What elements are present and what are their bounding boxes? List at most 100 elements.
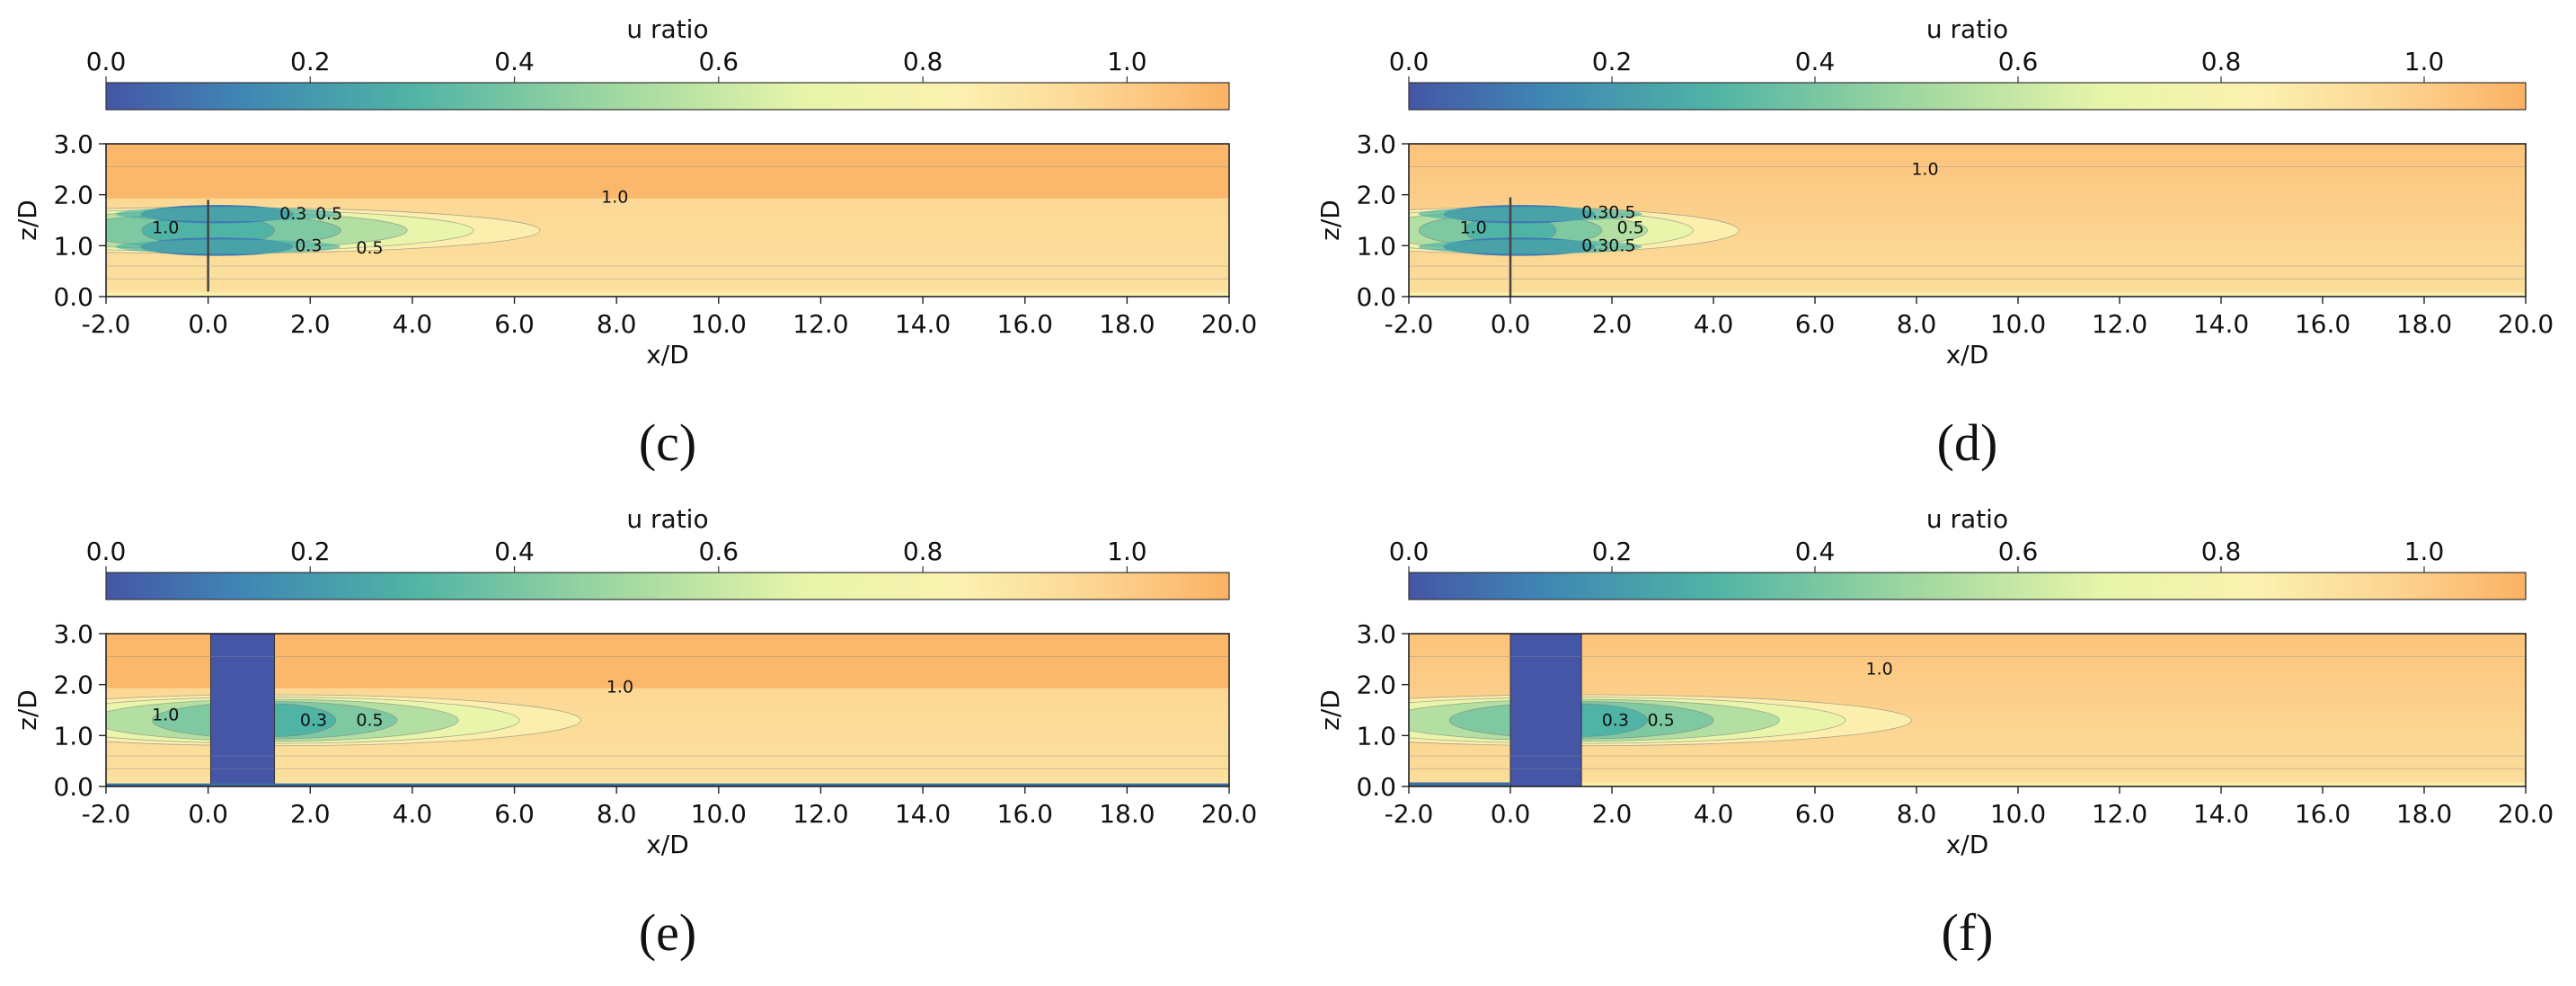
field-band [1409, 719, 2526, 724]
x-tick-label: 0.0 [1491, 309, 1531, 339]
contour-label: 1.0 [1866, 660, 1893, 680]
plot-frame [1408, 143, 2527, 298]
field-band [106, 706, 1229, 711]
colorbar [1408, 82, 2527, 111]
field-band [1409, 225, 2526, 230]
field-band [1409, 270, 2526, 275]
x-tick-label: -2.0 [82, 309, 131, 339]
field-band [1409, 148, 2526, 154]
x-tick-label: 6.0 [494, 799, 535, 829]
x-tick-label: 20.0 [1201, 309, 1257, 339]
x-tick-label: 18.0 [1099, 799, 1155, 829]
colorbar-tick-label: 0.8 [903, 47, 943, 76]
wake-shear [115, 239, 341, 254]
field-band [1409, 261, 2526, 266]
field-band [1409, 706, 2526, 711]
field-band [106, 737, 1229, 742]
contour-label: 1.0 [601, 188, 628, 208]
x-tick-label: 20.0 [1201, 799, 1257, 829]
contour-label: 0.3 [1602, 710, 1629, 730]
field-band [106, 692, 1229, 697]
field-band [106, 764, 1229, 769]
contour-label: 1.0 [1460, 218, 1487, 238]
contour-label: 0.5 [1617, 218, 1644, 238]
field-band [106, 710, 1229, 715]
field-band [106, 157, 1229, 163]
colorbar-tick-label: 1.0 [2404, 537, 2445, 566]
field-band [1409, 647, 2526, 653]
field-band [106, 171, 1229, 176]
panel-c: u ratio 0.0 0.2 0.4 0.6 0.8 1.0 1.0 1.0 0.3 0.5 0.3… [13, 14, 1257, 472]
field-band [106, 180, 1229, 185]
field-band [106, 229, 1229, 235]
field-band [1409, 724, 2526, 729]
field-band [1409, 157, 2526, 163]
x-tick-label: 6.0 [1795, 309, 1836, 339]
field-band [1409, 153, 2526, 158]
field-band [1409, 773, 2526, 778]
block-obstacle [209, 634, 276, 786]
colorbar-tick-label: 0.4 [1795, 537, 1836, 566]
field-band [106, 751, 1229, 756]
x-tick-label: 16.0 [2295, 799, 2350, 829]
panel-e: u ratio 0.0 0.2 0.4 0.6 0.8 1.0 1.0 1.0 0.3 0.5 -2.… [13, 504, 1257, 962]
x-tick-label: 0.0 [1491, 799, 1531, 829]
y-tick-label: 3.0 [53, 129, 93, 159]
contour-label: 0.5 [356, 710, 383, 730]
x-tick-label: 4.0 [1694, 309, 1734, 339]
y-tick-label: 3.0 [1356, 619, 1396, 649]
velocity-field [106, 634, 1229, 786]
y-tick-label: 3.0 [1356, 129, 1396, 159]
field-band [1409, 652, 2526, 657]
colorbar-tick-label: 1.0 [2404, 47, 2445, 76]
plot-frame [105, 633, 1230, 787]
field-band [1409, 742, 2526, 747]
y-tick-label: 1.0 [53, 721, 93, 751]
colorbar-tick-label: 0.4 [1795, 47, 1836, 76]
field-band [1409, 238, 2526, 244]
field-band [1409, 751, 2526, 756]
field-band [1409, 184, 2526, 190]
contour-label: 1.0 [606, 678, 633, 697]
y-tick-label: 0.0 [1356, 282, 1396, 312]
field-band [1409, 279, 2526, 284]
colorbar-tick-label: 0.2 [290, 47, 331, 76]
x-tick-label: 0.0 [188, 309, 228, 339]
colorbar-tick-label: 0.8 [2201, 47, 2242, 76]
colorbar-tick-label: 0.8 [2201, 537, 2242, 566]
field-band [1409, 180, 2526, 185]
field-band [1409, 746, 2526, 751]
field-band [106, 225, 1229, 230]
colorbar-tick-label: 0.6 [699, 47, 739, 76]
y-axis-label: z/D [13, 200, 42, 241]
contour-label: 0.5 [315, 204, 342, 224]
field-band [106, 238, 1229, 244]
field-band [106, 759, 1229, 765]
field-band [1409, 220, 2526, 226]
panel-caption: (e) [639, 903, 696, 962]
colorbar-tick-label: 0.0 [1389, 47, 1430, 76]
colorbar-tick-label: 0.4 [494, 537, 535, 566]
x-tick-label: 20.0 [2498, 309, 2554, 339]
x-tick-label: 14.0 [895, 309, 951, 339]
field-band [106, 274, 1229, 280]
field-band [106, 292, 1229, 297]
field-band [1409, 782, 2526, 786]
field-band [106, 643, 1229, 648]
x-tick-label: 10.0 [691, 309, 747, 339]
field-band [106, 247, 1229, 253]
field-band [1409, 688, 2526, 693]
x-tick-label: 4.0 [393, 799, 433, 829]
field-band [106, 634, 1229, 639]
field-band [1409, 166, 2526, 172]
x-tick-label: 14.0 [2193, 799, 2249, 829]
ground-layer [106, 783, 1229, 786]
field-band [106, 652, 1229, 657]
contour-label: 0.3 [300, 710, 327, 730]
field-band [106, 234, 1229, 239]
y-tick-label: 1.0 [1356, 721, 1396, 751]
colorbar-tick-label: 0.6 [699, 537, 739, 566]
x-tick-label: 4.0 [1694, 799, 1734, 829]
y-tick-label: 3.0 [53, 619, 93, 649]
